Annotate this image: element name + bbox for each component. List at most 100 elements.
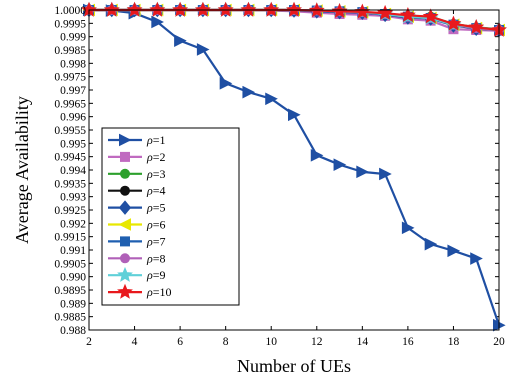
legend-label: ρ=8 <box>146 251 166 265</box>
legend-label: ρ=1 <box>146 133 166 147</box>
legend-suffix: =4 <box>153 184 166 198</box>
y-tick-label: 0.9975 <box>54 72 86 84</box>
data-point <box>240 1 257 17</box>
legend-var: ρ <box>146 150 153 164</box>
y-tick-label: 0.9915 <box>54 232 86 244</box>
legend-var: ρ <box>146 234 153 248</box>
legend-marker <box>120 168 130 179</box>
x-tick-label: 2 <box>86 336 92 348</box>
legend-marker <box>117 266 133 282</box>
legend-marker <box>119 133 132 147</box>
y-tick-label: 0.9895 <box>54 285 86 297</box>
legend-entry: ρ=1 <box>108 133 166 147</box>
legend-var: ρ <box>146 133 153 147</box>
y-tick-label: 0.991 <box>60 245 86 257</box>
tick-labels: 2 4 6 8 10 12 14 16 18 200.9880.98850.9890.98950.… <box>54 5 505 348</box>
y-tick-label: 0.9905 <box>54 258 86 270</box>
legend-var: ρ <box>146 285 153 299</box>
legend-label: ρ=6 <box>146 218 166 232</box>
legend-entry: ρ=4 <box>108 184 166 198</box>
legend-label: ρ=2 <box>146 150 166 164</box>
y-tick-label: 0.9885 <box>54 312 86 324</box>
legend-marker <box>117 283 133 299</box>
data-point <box>194 1 211 17</box>
data-point <box>288 108 301 122</box>
data-point <box>445 15 462 31</box>
legend-suffix: =9 <box>153 268 166 282</box>
y-tick-label: 0.992 <box>60 218 86 230</box>
legend-entry: ρ=3 <box>108 167 166 181</box>
data-point <box>219 77 233 90</box>
legend: ρ=1ρ=2ρ=3ρ=4ρ=5ρ=6ρ=7ρ=8ρ=9ρ=10 <box>101 127 240 306</box>
y-tick-label: 0.999 <box>60 32 86 44</box>
legend-var: ρ <box>146 201 153 215</box>
legend-suffix: =8 <box>153 251 166 265</box>
data-point <box>379 167 392 181</box>
data-point <box>217 1 234 17</box>
data-point <box>356 165 369 179</box>
plot-frame <box>88 9 500 331</box>
legend-marker <box>120 185 130 196</box>
legend-suffix: =2 <box>153 150 166 164</box>
legend-suffix: =7 <box>153 234 166 248</box>
legend-label: ρ=10 <box>146 285 172 299</box>
y-tick-label: 0.990 <box>60 272 86 284</box>
data-point <box>263 1 280 17</box>
y-tick-label: 0.9925 <box>54 205 86 217</box>
legend-label: ρ=9 <box>146 268 166 282</box>
legend-var: ρ <box>146 184 153 198</box>
y-tick-label: 0.993 <box>60 192 86 204</box>
legend-entry: ρ=5 <box>108 200 166 215</box>
data-point <box>422 8 439 24</box>
y-tick-label: 0.9945 <box>54 152 86 164</box>
legend-entry: ρ=8 <box>108 251 166 265</box>
data-point <box>401 221 415 235</box>
y-tick-label: 0.997 <box>60 85 86 97</box>
x-tick-label: 14 <box>357 336 369 348</box>
data-point <box>310 149 324 162</box>
legend-label: ρ=5 <box>146 201 166 215</box>
data-point <box>331 3 348 19</box>
legend-marker <box>118 218 131 231</box>
legend-var: ρ <box>146 167 153 181</box>
legend-label: ρ=3 <box>146 167 166 181</box>
legend-label: ρ=7 <box>146 234 166 248</box>
x-tick-label: 6 <box>177 336 183 348</box>
legend-suffix: =6 <box>153 218 166 232</box>
y-tick-label: 0.994 <box>60 165 86 177</box>
y-tick-label: 0.995 <box>60 138 86 150</box>
y-tick-label: 0.998 <box>60 58 86 70</box>
y-tick-label: 0.989 <box>60 298 86 310</box>
data-point <box>149 1 166 17</box>
data-point <box>151 15 164 29</box>
x-tick-label: 18 <box>448 336 460 348</box>
legend-entry: ρ=6 <box>108 218 166 232</box>
y-tick-label: 0.9955 <box>54 125 86 137</box>
legend-suffix: =5 <box>153 201 166 215</box>
x-axis-label: Number of UEs <box>237 356 351 376</box>
legend-marker <box>120 151 130 162</box>
legend-entry: ρ=9 <box>108 266 166 282</box>
y-tick-label: 0.9935 <box>54 178 86 190</box>
x-tick-label: 10 <box>265 336 277 348</box>
legend-marker <box>118 200 132 215</box>
y-tick-label: 0.9995 <box>54 18 86 30</box>
y-tick-label: 0.988 <box>60 325 86 337</box>
y-tick-label: 0.9965 <box>54 98 86 110</box>
y-tick-label: 1.0000 <box>54 5 86 17</box>
x-tick-label: 8 <box>223 336 229 348</box>
legend-entry: ρ=10 <box>108 283 172 299</box>
y-tick-label: 0.9985 <box>54 45 86 57</box>
legend-entry: ρ=2 <box>108 150 166 164</box>
data-point <box>399 7 416 23</box>
legend-suffix: =1 <box>153 133 166 147</box>
data-point <box>196 43 210 56</box>
data-point <box>126 1 143 17</box>
legend-var: ρ <box>146 268 153 282</box>
legend-suffix: =3 <box>153 167 166 181</box>
x-tick-label: 20 <box>493 336 505 348</box>
y-tick-label: 0.996 <box>60 112 86 124</box>
data-point <box>470 252 483 265</box>
legend-var: ρ <box>146 251 153 265</box>
